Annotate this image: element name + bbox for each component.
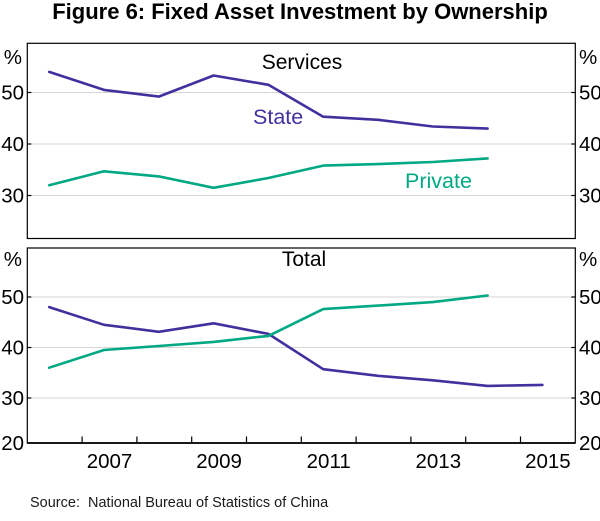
ytick-label-left: 30: [1, 185, 24, 208]
ytick-label-right: 30: [579, 185, 600, 208]
panel-title-services: Services: [262, 51, 343, 74]
private-line-services: [47, 157, 489, 190]
xtick-label-2011: 2011: [307, 450, 351, 473]
series-label-state: State: [253, 105, 303, 129]
chart-title: Figure 6: Fixed Asset Investment by Owne…: [52, 0, 548, 24]
xtick-label-2015: 2015: [525, 450, 571, 473]
ytick-label-left: 30: [1, 387, 24, 410]
state-line-total: [47, 305, 544, 388]
ytick-label-left: 50: [1, 82, 24, 105]
ytick-label-left: 20: [1, 432, 24, 455]
source-text: National Bureau of Statistics of China: [88, 495, 329, 511]
axes-layer: [26, 42, 576, 444]
percent-label-top-right: %: [579, 46, 597, 69]
ytick-label-right: 40: [579, 337, 600, 360]
ytick-label-left: 40: [1, 133, 24, 156]
percent-label-bottom-left: %: [4, 248, 22, 271]
percent-label-bottom-right: %: [579, 248, 597, 271]
private-line-total: [47, 294, 489, 370]
panel-title-total: Total: [282, 248, 326, 271]
source-label: Source:: [30, 495, 80, 511]
xtick-label-2009: 2009: [196, 450, 242, 473]
xtick-label-2007: 2007: [87, 450, 133, 473]
ytick-label-right: 20: [579, 432, 600, 455]
state-line-services: [47, 70, 489, 130]
data-lines-layer: [47, 70, 544, 388]
ytick-label-right: 30: [579, 387, 600, 410]
ytick-label-right: 50: [579, 286, 600, 309]
series-label-private: Private: [405, 169, 472, 193]
panel-border-total: [26, 247, 576, 444]
xtick-label-2013: 2013: [415, 450, 461, 473]
gridlines-layer: [27, 91, 576, 399]
ytick-label-left: 50: [1, 286, 24, 309]
tick-labels-layer: 50 50 40 40 30 30 50 50 40 40 30 30 20 20 2007 2009 2011…: [1, 82, 600, 474]
ytick-label-left: 40: [1, 337, 24, 360]
panel-border-services: [26, 42, 576, 240]
ytick-label-right: 50: [579, 82, 600, 105]
percent-label-top-left: %: [4, 46, 22, 69]
ytick-label-right: 40: [579, 133, 600, 156]
